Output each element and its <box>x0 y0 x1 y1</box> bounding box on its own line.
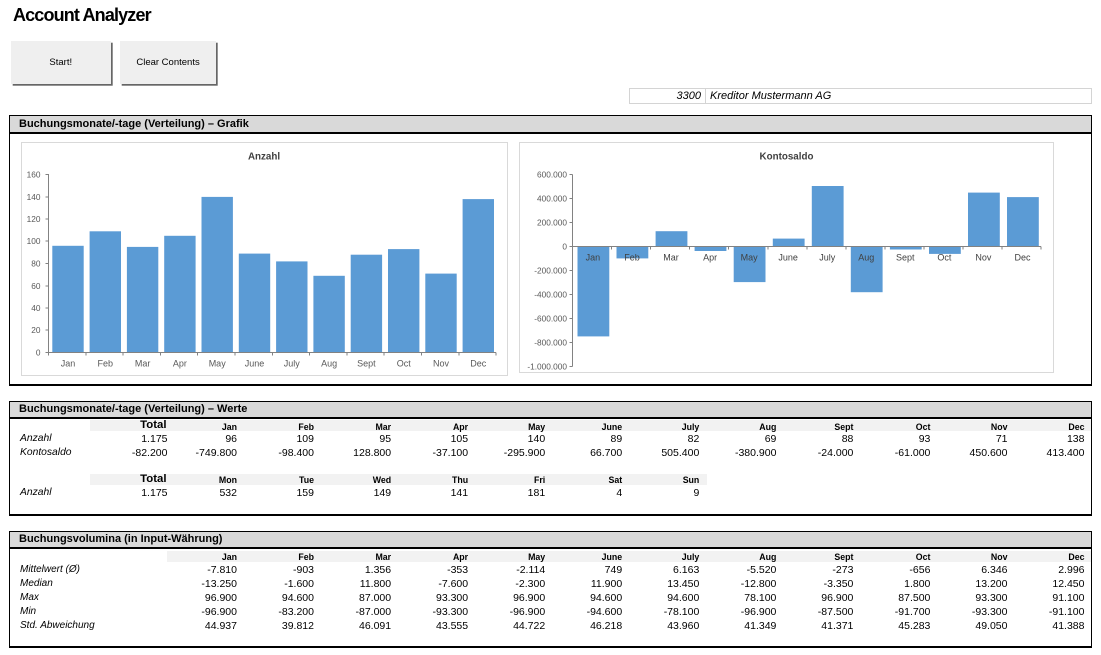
svg-text:120: 120 <box>27 214 41 224</box>
svg-text:Nov: Nov <box>975 253 992 263</box>
svg-text:-800.000: -800.000 <box>534 337 567 347</box>
svg-text:80: 80 <box>31 259 41 269</box>
svg-text:June: June <box>245 359 265 369</box>
svg-text:-1.000.000: -1.000.000 <box>527 361 567 371</box>
svg-text:July: July <box>284 359 301 369</box>
svg-text:200.000: 200.000 <box>537 218 567 228</box>
svg-text:Anzahl: Anzahl <box>248 152 280 163</box>
svg-text:Kontosaldo: Kontosaldo <box>760 152 814 163</box>
svg-text:-200.000: -200.000 <box>534 266 567 276</box>
svg-text:Oct: Oct <box>937 253 952 263</box>
svg-text:Nov: Nov <box>433 359 450 369</box>
svg-text:Jan: Jan <box>61 359 76 369</box>
svg-text:Feb: Feb <box>624 253 640 263</box>
svg-text:Jan: Jan <box>586 253 601 263</box>
svg-text:Apr: Apr <box>703 253 717 263</box>
svg-text:0: 0 <box>36 348 41 358</box>
svg-text:100: 100 <box>27 236 41 246</box>
svg-text:July: July <box>819 253 836 263</box>
svg-text:May: May <box>209 359 227 369</box>
svg-text:Apr: Apr <box>173 359 187 369</box>
svg-text:600.000: 600.000 <box>537 170 567 180</box>
svg-text:140: 140 <box>27 192 41 202</box>
svg-text:60: 60 <box>31 281 41 291</box>
svg-text:-400.000: -400.000 <box>534 289 567 299</box>
svg-text:160: 160 <box>27 170 41 180</box>
svg-text:Sept: Sept <box>896 253 915 263</box>
svg-text:Feb: Feb <box>98 359 114 369</box>
svg-text:Mar: Mar <box>663 253 679 263</box>
svg-text:June: June <box>778 253 798 263</box>
svg-text:Aug: Aug <box>858 253 874 263</box>
svg-text:0: 0 <box>562 242 567 252</box>
svg-text:Aug: Aug <box>321 359 337 369</box>
svg-text:-600.000: -600.000 <box>534 313 567 323</box>
svg-text:May: May <box>741 253 759 263</box>
svg-text:Mar: Mar <box>135 359 151 369</box>
svg-text:20: 20 <box>31 325 41 335</box>
svg-text:40: 40 <box>31 303 41 313</box>
svg-text:Sept: Sept <box>357 359 376 369</box>
svg-text:400.000: 400.000 <box>537 194 567 204</box>
svg-text:Dec: Dec <box>470 359 487 369</box>
svg-text:Oct: Oct <box>397 359 412 369</box>
svg-text:Dec: Dec <box>1014 253 1031 263</box>
